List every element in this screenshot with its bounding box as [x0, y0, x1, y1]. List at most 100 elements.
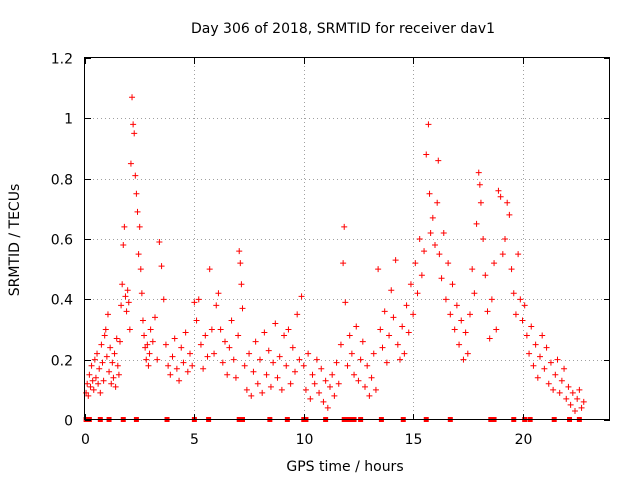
data-point [346, 332, 353, 339]
data-point [112, 383, 119, 390]
data-point [578, 404, 585, 411]
data-point [121, 223, 128, 230]
data-point [224, 371, 231, 378]
data-point [547, 359, 554, 366]
data-point [154, 356, 161, 363]
data-point [219, 359, 226, 366]
data-point [453, 302, 460, 309]
x-tick-label: 5 [190, 432, 199, 448]
data-point [537, 353, 543, 360]
x-axis-title: GPS time / hours [286, 459, 403, 475]
data-point [99, 359, 106, 366]
data-point [366, 392, 373, 399]
data-point [576, 386, 583, 393]
data-point [471, 290, 478, 297]
data-point [377, 326, 384, 333]
data-point [429, 214, 436, 221]
data-point [123, 308, 130, 315]
data-point [539, 332, 546, 339]
data-point [438, 275, 445, 282]
data-point [113, 335, 120, 342]
data-point [530, 362, 537, 369]
data-point [311, 380, 318, 387]
data-point [257, 356, 263, 363]
data-point [144, 341, 151, 348]
data-point [134, 208, 141, 215]
data-point [182, 329, 189, 336]
data-point [289, 344, 296, 351]
data-point [340, 260, 347, 267]
data-point [541, 365, 548, 372]
data-point [456, 341, 463, 348]
data-point [176, 377, 183, 384]
y-tick-label: 0.6 [51, 233, 73, 249]
data-point [458, 317, 465, 324]
data-point [561, 365, 568, 372]
plot-frame [84, 57, 610, 420]
data-point [102, 326, 109, 333]
data-point [370, 350, 377, 357]
data-point [442, 296, 449, 303]
data-point [467, 311, 473, 318]
data-point [235, 332, 242, 339]
data-point [110, 374, 117, 381]
data-point [133, 190, 140, 197]
data-point [390, 314, 397, 321]
data-point [298, 293, 305, 300]
data-point [434, 199, 441, 206]
data-point [348, 350, 355, 357]
data-point [418, 272, 425, 279]
data-point [259, 389, 266, 396]
data-point [318, 365, 325, 372]
y-tick-label: 1.2 [51, 52, 73, 68]
data-point [130, 121, 137, 128]
data-point [574, 395, 581, 402]
data-point [386, 332, 393, 339]
data-point [129, 94, 136, 101]
data-point [217, 326, 224, 333]
data-point [344, 362, 351, 369]
data-point [359, 338, 366, 345]
data-point [206, 266, 213, 273]
data-point [341, 223, 348, 230]
data-point [534, 374, 541, 381]
data-point [156, 239, 163, 246]
data-point [208, 326, 215, 333]
x-tick-label: 10 [296, 432, 314, 448]
data-point [238, 281, 245, 288]
data-point [502, 236, 508, 242]
data-point [381, 308, 388, 315]
data-point [399, 323, 406, 330]
data-point [87, 383, 94, 390]
data-point [523, 332, 530, 339]
data-point [178, 344, 185, 351]
data-point [136, 223, 143, 230]
data-point [421, 248, 428, 255]
data-point [445, 260, 452, 267]
data-point [230, 356, 237, 363]
data-point [329, 371, 336, 378]
data-point [127, 160, 134, 167]
data-point [122, 293, 129, 300]
data-point [440, 229, 447, 236]
data-point [486, 335, 493, 342]
data-point [94, 350, 101, 357]
data-point [250, 368, 257, 375]
data-point [556, 389, 563, 396]
data-point [324, 404, 331, 411]
data-point [187, 350, 193, 357]
chart-title: Day 306 of 2018, SRMTID for receiver dav… [191, 21, 495, 37]
data-point [569, 389, 576, 396]
data-point [313, 356, 320, 363]
data-point [278, 386, 285, 393]
data-point [97, 389, 104, 396]
data-point [307, 395, 314, 402]
data-point [333, 359, 340, 366]
data-point [91, 356, 98, 363]
data-point [512, 311, 519, 318]
data-point [213, 302, 220, 309]
axis-ticks: 0 0.2 0.4 0.6 0.8 1 1.2 0 5 10 15 20 [51, 52, 610, 448]
data-point [508, 266, 515, 273]
x-tick-label: 15 [405, 432, 423, 448]
data-point [292, 368, 298, 375]
